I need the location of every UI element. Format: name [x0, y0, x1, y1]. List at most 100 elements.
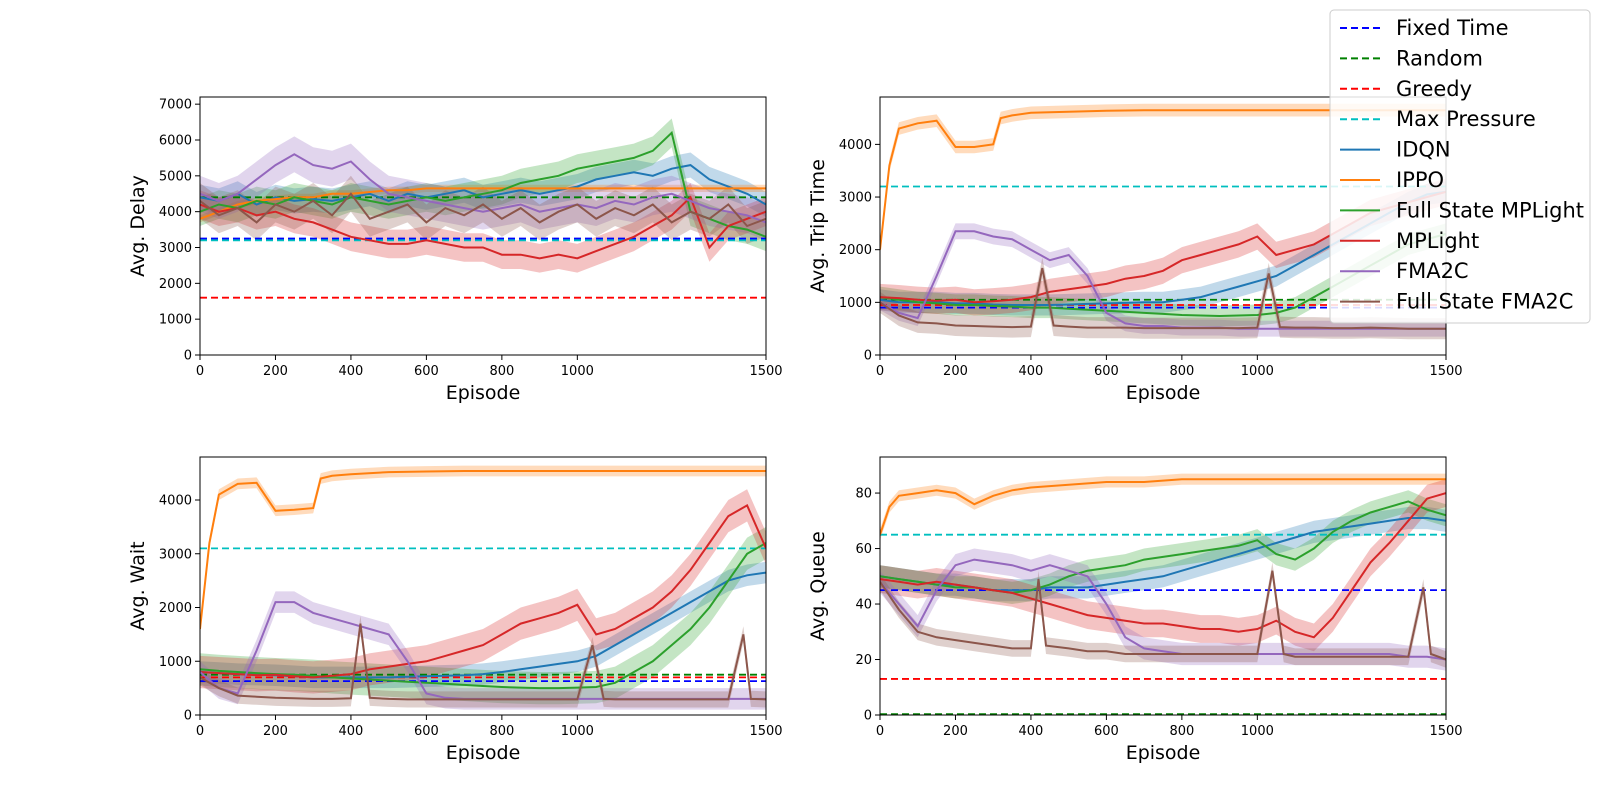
- y-tick-label: 1000: [839, 296, 872, 311]
- legend-entry-label: Random: [1396, 46, 1483, 70]
- plot-area: [200, 118, 766, 299]
- axes-frame: [199, 456, 767, 716]
- band-full-state-fma2c: [880, 257, 1446, 340]
- x-tick-label: 600: [1094, 364, 1119, 379]
- y-axis-label: Avg. Queue: [807, 531, 829, 641]
- series-line-fma2c: [200, 153, 766, 224]
- y-tick-label: 1000: [159, 313, 192, 328]
- y-tick-label: 60: [855, 542, 872, 557]
- x-tick-label: 0: [876, 724, 884, 739]
- x-tick-label: 1000: [1241, 724, 1274, 739]
- band-mplight: [880, 479, 1446, 652]
- legend: Fixed Time Random Greedy Max Pressure IDQN IP…: [1329, 9, 1591, 324]
- y-tick-label: 7000: [159, 98, 192, 113]
- plot-area: [880, 473, 1446, 715]
- x-tick-label: 200: [943, 724, 968, 739]
- subplot-4: 0 200 400 600 800 1000 1500 0 20 40 60 80 Episode Avg…: [807, 456, 1463, 764]
- y-tick-label: 40: [855, 598, 872, 613]
- x-axis-label: Episode: [1126, 382, 1201, 404]
- x-tick-label: 400: [1019, 724, 1044, 739]
- band-full-state-mplight: [880, 223, 1446, 327]
- band-fma2c: [880, 223, 1446, 337]
- series-line-full-state-mplight: [200, 130, 766, 238]
- legend-entry-label: Full State FMA2C: [1396, 290, 1573, 314]
- y-tick-label: 2000: [839, 243, 872, 258]
- y-tick-label: 2000: [159, 277, 192, 292]
- x-tick-label: 800: [1169, 364, 1194, 379]
- x-tick-label: 1500: [749, 724, 782, 739]
- y-tick-label: 3000: [159, 547, 192, 562]
- y-tick-label: 0: [864, 349, 872, 364]
- x-tick-label: 400: [339, 364, 364, 379]
- y-tick-label: 3000: [159, 241, 192, 256]
- x-tick-label: 200: [263, 724, 288, 739]
- y-tick-label: 6000: [159, 134, 192, 149]
- x-axis-label: Episode: [1126, 742, 1201, 764]
- series-line-ippo: [880, 478, 1446, 536]
- series-line-mplight: [200, 195, 766, 260]
- subplot-3: 0 200 400 600 800 1000 1500 0 1000 2000 3000 4000 Ep…: [127, 456, 783, 764]
- band-full-state-fma2c: [880, 562, 1446, 668]
- x-axis-label: Episode: [446, 742, 521, 764]
- legend-box: [1329, 9, 1591, 324]
- band-full-state-mplight: [200, 118, 766, 252]
- axes-frame: [879, 456, 1447, 716]
- y-tick-label: 4000: [159, 494, 192, 509]
- x-tick-label: 1500: [1429, 364, 1462, 379]
- legend-entry-label: IPPO: [1396, 168, 1444, 192]
- series-line-full-state-mplight: [200, 542, 766, 690]
- x-tick-label: 600: [414, 364, 439, 379]
- x-tick-label: 1500: [1429, 724, 1462, 739]
- y-axis-label: Avg. Wait: [127, 541, 149, 630]
- series-line-full-state-fma2c: [200, 623, 766, 701]
- y-axis-label: Avg. Delay: [127, 175, 149, 277]
- x-tick-label: 400: [339, 724, 364, 739]
- y-tick-label: 0: [184, 349, 192, 364]
- band-full-state-mplight: [200, 526, 766, 705]
- x-tick-label: 600: [1094, 724, 1119, 739]
- y-tick-label: 0: [864, 709, 872, 724]
- x-tick-label: 200: [943, 364, 968, 379]
- x-tick-label: 0: [196, 364, 204, 379]
- legend-entry-label: IDQN: [1396, 138, 1451, 162]
- y-axis-label: Avg. Trip Time: [807, 159, 829, 293]
- y-tick-label: 80: [855, 487, 872, 502]
- legend-entry-label: Greedy: [1396, 77, 1472, 101]
- series-line-mplight: [880, 492, 1446, 639]
- subplot-1: 0 200 400 600 800 1000 1500 0 1000 2000 3000 4000 50…: [127, 96, 783, 404]
- plot-area: [200, 465, 766, 710]
- x-tick-label: 1500: [749, 364, 782, 379]
- x-tick-label: 1000: [561, 724, 594, 739]
- band-ippo: [880, 473, 1446, 541]
- x-tick-label: 1000: [1241, 364, 1274, 379]
- y-tick-label: 0: [184, 709, 192, 724]
- x-tick-label: 600: [414, 724, 439, 739]
- legend-entry-label: Fixed Time: [1396, 16, 1509, 40]
- series-line-full-state-fma2c: [880, 570, 1446, 661]
- y-tick-label: 1000: [159, 655, 192, 670]
- x-tick-label: 1000: [561, 364, 594, 379]
- y-tick-label: 4000: [159, 205, 192, 220]
- band-idqn: [880, 506, 1446, 602]
- series-line-idqn: [200, 164, 766, 206]
- series-line-ippo: [200, 470, 766, 630]
- band-fma2c: [200, 136, 766, 241]
- x-tick-label: 800: [489, 364, 514, 379]
- series-line-full-state-fma2c: [200, 192, 766, 228]
- y-tick-label: 2000: [159, 601, 192, 616]
- x-tick-label: 800: [1169, 724, 1194, 739]
- x-tick-label: 0: [876, 364, 884, 379]
- series-line-full-state-fma2c: [880, 267, 1446, 330]
- y-tick-label: 4000: [839, 138, 872, 153]
- legend-entry-label: Max Pressure: [1396, 107, 1536, 131]
- series-line-ippo: [880, 109, 1446, 250]
- axes-frame: [199, 96, 767, 356]
- x-tick-label: 0: [196, 724, 204, 739]
- legend-entry-label: MPLight: [1396, 229, 1479, 253]
- band-fma2c: [880, 548, 1446, 671]
- x-axis-label: Episode: [446, 382, 521, 404]
- band-full-state-mplight: [880, 490, 1446, 604]
- series-line-mplight: [200, 503, 766, 679]
- x-tick-label: 800: [489, 724, 514, 739]
